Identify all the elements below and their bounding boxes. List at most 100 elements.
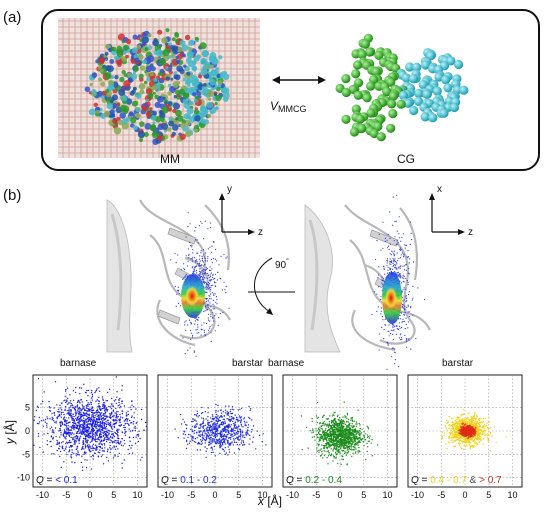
scatter-point	[346, 420, 348, 423]
scatter-point	[60, 424, 62, 427]
scatter-point	[74, 409, 77, 411]
scatter-point	[117, 435, 119, 437]
scatter-point	[119, 425, 121, 427]
sample-point	[182, 337, 184, 339]
mm-atom	[186, 83, 191, 87]
scatter-point	[62, 418, 65, 420]
sample-point	[377, 306, 379, 308]
sample-point	[403, 308, 405, 310]
scatter-point	[101, 428, 104, 431]
scatter-point	[88, 423, 91, 425]
sample-point	[213, 241, 215, 243]
scatter-point	[66, 399, 68, 401]
scatter-point	[76, 445, 79, 447]
scatter-point	[237, 421, 239, 423]
scatter-point	[98, 451, 101, 454]
scatter-point	[194, 424, 197, 426]
scatter-point	[211, 449, 214, 451]
sample-point	[201, 264, 203, 266]
sample-point	[404, 265, 406, 267]
scatter-point	[186, 443, 189, 445]
scatter-point	[71, 419, 73, 421]
sample-point	[187, 260, 189, 262]
sample-point	[401, 252, 403, 254]
scatter-point	[123, 459, 126, 461]
sample-point	[196, 252, 198, 254]
scatter-point	[94, 435, 96, 437]
scatter-point	[351, 439, 353, 441]
scatter-point	[243, 418, 245, 420]
scatter-point	[201, 417, 203, 419]
scatter-point	[200, 439, 202, 441]
sample-point	[403, 275, 405, 277]
scatter-point	[238, 435, 240, 437]
scatter-point	[53, 453, 55, 455]
sample-point	[389, 237, 391, 240]
scatter-point	[124, 426, 126, 429]
scatter-point	[108, 432, 110, 434]
sample-point	[204, 335, 206, 337]
scatter-point	[185, 423, 187, 426]
scatter-point	[214, 424, 216, 426]
scatter-point	[121, 402, 123, 405]
mm-atom	[184, 34, 191, 41]
scatter-point	[110, 426, 113, 428]
mm-atom	[144, 80, 148, 85]
sample-point	[191, 272, 194, 274]
scatter-point	[182, 418, 184, 421]
mm-atom	[108, 79, 114, 86]
scatter-point	[59, 407, 61, 409]
scatter-point	[345, 443, 348, 445]
x-tick-label: 10	[132, 490, 142, 500]
sample-point	[404, 334, 406, 337]
scatter-point	[217, 404, 219, 407]
scatter-point	[87, 405, 89, 407]
scatter-point	[363, 435, 365, 437]
scatter-point	[94, 424, 96, 426]
sample-point	[205, 266, 207, 268]
sample-point	[200, 273, 202, 275]
scatter-point	[312, 431, 315, 433]
scatter-point	[224, 443, 226, 445]
scatter-point	[91, 399, 94, 401]
scatter-point	[229, 411, 232, 413]
sample-point	[215, 248, 217, 250]
scatter-point	[325, 446, 328, 449]
scatter-point	[211, 418, 213, 420]
scatter-point	[356, 423, 358, 425]
scatter-point	[347, 432, 349, 434]
scatter-point	[131, 415, 133, 417]
sample-point	[386, 239, 388, 241]
scatter-point	[337, 435, 339, 438]
scatter-point	[249, 438, 251, 440]
scatter-point	[66, 387, 69, 389]
scatter-point	[65, 438, 67, 440]
sample-point	[398, 233, 400, 235]
scatter-point	[187, 436, 189, 439]
scatter-point	[199, 431, 201, 433]
scatter-point	[81, 426, 84, 428]
sample-point	[196, 332, 198, 334]
scatter-point	[115, 399, 117, 401]
sample-point	[207, 273, 209, 275]
scatter-point	[98, 430, 100, 432]
scatter-point	[325, 431, 327, 434]
sample-point	[407, 267, 409, 270]
scatter-point	[202, 437, 205, 439]
scatter-point	[78, 454, 80, 456]
scatter-point	[77, 419, 79, 421]
sample-point	[195, 272, 198, 274]
scatter-point	[243, 420, 246, 422]
scatter-point	[98, 419, 100, 421]
scatter-point	[64, 437, 66, 439]
scatter-point	[112, 434, 115, 436]
scatter-point	[223, 450, 226, 452]
scatter-point	[242, 426, 244, 428]
sample-point	[207, 257, 209, 259]
scatter-point	[124, 443, 126, 445]
scatter-point	[99, 405, 101, 408]
sample-point	[203, 268, 205, 270]
scatter-point	[99, 408, 101, 410]
sample-point	[199, 255, 201, 257]
